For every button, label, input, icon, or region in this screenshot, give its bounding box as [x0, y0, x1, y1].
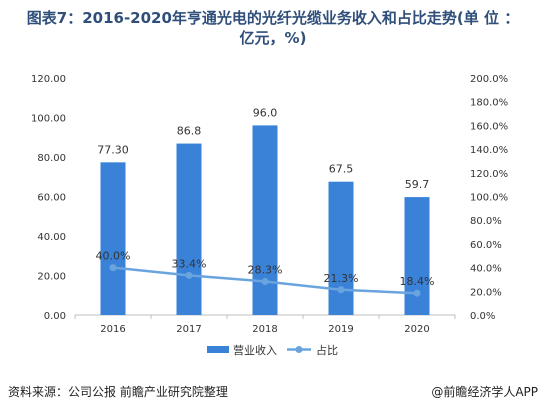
right-tick-label: 60.0% — [470, 240, 502, 251]
legend: 营业收入 占比 — [207, 343, 338, 357]
left-axis-ticks: 0.00 20.00 40.00 60.00 80.00 100.00 120.00 — [31, 74, 66, 322]
left-tick-label: 120.00 — [31, 74, 66, 85]
left-tick-label: 60.00 — [37, 193, 66, 204]
left-tick-label: 20.00 — [37, 272, 66, 283]
x-tick-label: 2020 — [404, 324, 429, 335]
legend-swatch-bar — [207, 346, 229, 353]
legend-label-line: 占比 — [316, 343, 338, 357]
x-tick-label: 2016 — [100, 324, 125, 335]
right-tick-label: 20.0% — [470, 287, 502, 298]
right-tick-label: 140.0% — [470, 145, 508, 156]
legend-label-bar: 营业收入 — [233, 343, 277, 357]
bar-data-label: 77.30 — [97, 143, 129, 156]
line-data-label: 40.0% — [96, 250, 131, 263]
line-point-2017 — [185, 271, 193, 279]
bar-2020 — [404, 197, 430, 315]
bar-2019 — [328, 181, 354, 315]
right-tick-label: 0.0% — [470, 311, 495, 322]
x-tick-label: 2019 — [328, 324, 353, 335]
right-tick-label: 120.0% — [470, 169, 508, 180]
bar-2017 — [176, 143, 202, 315]
left-tick-label: 0.00 — [44, 311, 66, 322]
legend-marker-line — [295, 346, 303, 353]
bar-data-label: 59.7 — [405, 178, 430, 191]
right-tick-label: 40.0% — [470, 264, 502, 275]
x-tick-label: 2017 — [176, 324, 201, 335]
bar-data-label: 67.5 — [329, 163, 354, 176]
line-point-2019 — [337, 286, 345, 294]
right-tick-label: 80.0% — [470, 216, 502, 227]
right-tick-label: 200.0% — [470, 74, 508, 85]
right-axis-ticks: 0.0% 20.0% 40.0% 60.0% 80.0% 100.0% 120.0% 140.… — [470, 74, 508, 322]
left-tick-label: 80.00 — [37, 153, 66, 164]
right-tick-label: 160.0% — [470, 121, 508, 132]
x-axis: 2016 2017 2018 2019 2020 — [74, 314, 456, 335]
line-data-label: 18.4% — [400, 275, 435, 288]
right-tick-label: 180.0% — [470, 98, 508, 109]
brand-label: @前瞻经济学人APP — [431, 385, 538, 399]
source-note: 资料来源：公司公报 前瞻产业研究院整理 — [8, 385, 228, 399]
chart-title: 图表7：2016-2020年亨通光电的光纤光缆业务收入和占比走势(单 位 ： 亿… — [8, 8, 538, 48]
line-data-label: 28.3% — [248, 263, 283, 276]
left-tick-label: 40.00 — [37, 232, 66, 243]
line-data-label: 33.4% — [172, 257, 207, 270]
line-data-label: 21.3% — [324, 272, 359, 285]
line-series: 40.0% 33.4% 28.3% 21.3% 18.4% — [96, 250, 435, 297]
bar-2018 — [252, 125, 278, 316]
x-tick-label: 2018 — [252, 324, 277, 335]
line-point-2020 — [413, 289, 421, 297]
line-point-2018 — [261, 277, 269, 285]
title-line-2: 亿元，%) — [239, 29, 307, 47]
right-tick-label: 100.0% — [470, 193, 508, 204]
bar-data-label: 96.0 — [253, 106, 278, 119]
left-tick-label: 100.00 — [31, 114, 66, 125]
title-line-1: 图表7：2016-2020年亨通光电的光纤光缆业务收入和占比走势(单 位 ： — [26, 9, 520, 27]
bar-data-label: 86.8 — [177, 125, 202, 138]
bar-2016 — [100, 162, 126, 315]
line-point-2016 — [109, 264, 117, 272]
